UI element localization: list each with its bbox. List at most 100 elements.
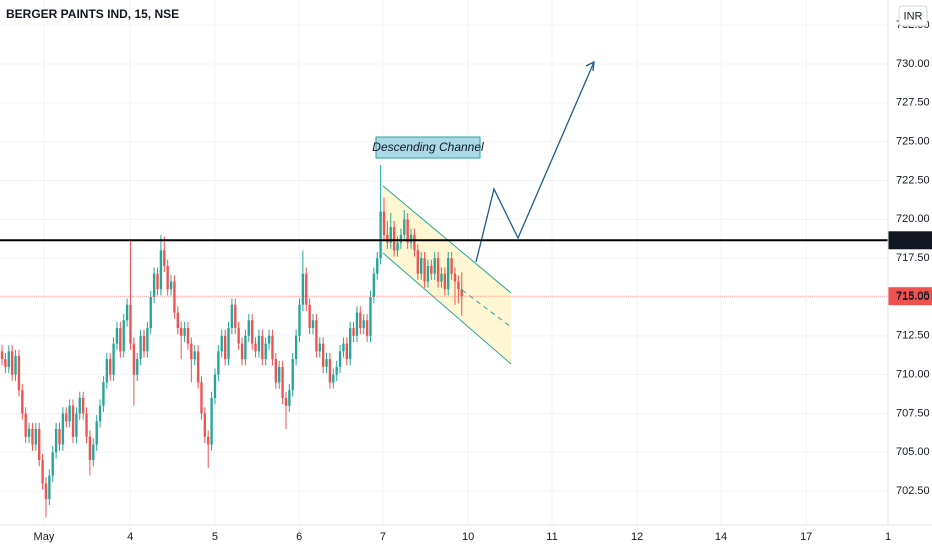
- candle-body: [81, 397, 85, 414]
- y-tick-label: 705.00: [896, 446, 930, 458]
- candle-body: [291, 359, 294, 391]
- candle-body: [261, 335, 264, 360]
- candle-body: [41, 460, 44, 484]
- candle-body: [250, 320, 254, 344]
- candle-body: [4, 359, 7, 367]
- x-tick-label: 10: [462, 531, 474, 543]
- candle-body: [237, 328, 240, 344]
- candle-body: [453, 273, 457, 282]
- candle-body: [38, 429, 41, 461]
- candle-body: [34, 429, 38, 445]
- candle-body: [183, 328, 186, 336]
- candle-body: [311, 320, 315, 329]
- candle-body: [17, 356, 21, 391]
- candles: [0, 164, 463, 518]
- candle-body: [146, 328, 149, 352]
- candle-body: [180, 328, 183, 336]
- candle-body: [85, 413, 88, 437]
- candle-body: [436, 258, 440, 282]
- candle-body: [24, 413, 27, 437]
- x-tick-label: 5: [212, 531, 218, 543]
- y-tick-label: 717.50: [896, 252, 930, 264]
- candle-body: [173, 281, 176, 313]
- candle-body: [389, 227, 392, 243]
- candle-body: [109, 359, 112, 375]
- currency-badge: [898, 5, 928, 27]
- candle-body: [284, 397, 288, 406]
- candle-body: [338, 351, 342, 367]
- candle-body: [281, 366, 284, 398]
- candle-body: [125, 304, 129, 321]
- candle-body: [122, 320, 125, 352]
- candle-body: [27, 429, 31, 437]
- candle-body: [200, 382, 203, 414]
- candle-body: [298, 304, 301, 336]
- x-tick-label: 1: [885, 531, 891, 543]
- annotation-box: [375, 136, 481, 159]
- channel-lower: [382, 252, 512, 365]
- candle-body: [379, 211, 382, 259]
- candle-body: [396, 242, 399, 251]
- candle-body: [423, 258, 426, 282]
- candle-body: [355, 312, 359, 336]
- candle-body: [105, 359, 108, 383]
- candle-body: [399, 234, 403, 243]
- candle-body: [220, 335, 223, 352]
- x-tick-label: 17: [800, 531, 812, 543]
- arrow-head: [585, 60, 595, 72]
- y-tick-label: 722.50: [896, 174, 930, 186]
- x-tick-label: 4: [127, 531, 133, 543]
- y-tick-label: 720.00: [896, 213, 930, 225]
- y-tick-label: 702.50: [896, 485, 930, 497]
- candle-body: [450, 258, 453, 274]
- candle-body: [14, 356, 17, 375]
- x-tick-label: 6: [296, 531, 302, 543]
- candle-body: [129, 304, 132, 344]
- candle-body: [409, 234, 413, 243]
- candle-body: [247, 320, 250, 336]
- candle-body: [278, 366, 281, 383]
- candle-body: [315, 320, 318, 352]
- candle-body: [440, 273, 443, 282]
- candle-body: [362, 320, 365, 329]
- candle-body: [325, 359, 328, 367]
- candle-body: [203, 413, 207, 437]
- candle-body: [58, 429, 61, 445]
- candle-body: [328, 359, 332, 383]
- candle-body: [301, 273, 305, 305]
- y-tick-label: 712.50: [896, 330, 930, 342]
- candle-body: [166, 265, 169, 290]
- candle-body: [21, 390, 24, 414]
- candle-body: [196, 351, 200, 383]
- candle-body: [78, 397, 81, 414]
- candle-body: [416, 250, 419, 274]
- x-tick-label: May: [34, 531, 55, 543]
- candle-body: [112, 343, 115, 375]
- last-price-label: 715.05: [896, 290, 930, 302]
- candle-body: [75, 413, 78, 437]
- y-tick-label: 725.00: [896, 136, 930, 148]
- candle-body: [65, 413, 68, 422]
- price-line-box: [888, 231, 932, 250]
- candle-body: [443, 273, 447, 290]
- last-price-box: [888, 287, 932, 306]
- candle-body: [186, 328, 190, 344]
- candle-body: [217, 351, 220, 375]
- x-tick-label: 7: [380, 531, 386, 543]
- price-line-label: 718.65: [896, 234, 930, 246]
- candle-body: [61, 413, 65, 445]
- candle-body: [163, 250, 166, 266]
- candle-body: [169, 281, 173, 290]
- y-tick-label: 715.00: [896, 291, 930, 303]
- candle-body: [264, 343, 267, 360]
- candle-body: [68, 405, 71, 422]
- forecast-arrow: [475, 61, 595, 263]
- y-tick-label: 727.50: [896, 97, 930, 109]
- candle-body: [352, 328, 355, 336]
- x-tick-label: 12: [631, 531, 643, 543]
- candle-body: [139, 335, 142, 360]
- candle-body: [190, 343, 193, 360]
- candle-body: [210, 397, 213, 445]
- candle-body: [95, 421, 98, 445]
